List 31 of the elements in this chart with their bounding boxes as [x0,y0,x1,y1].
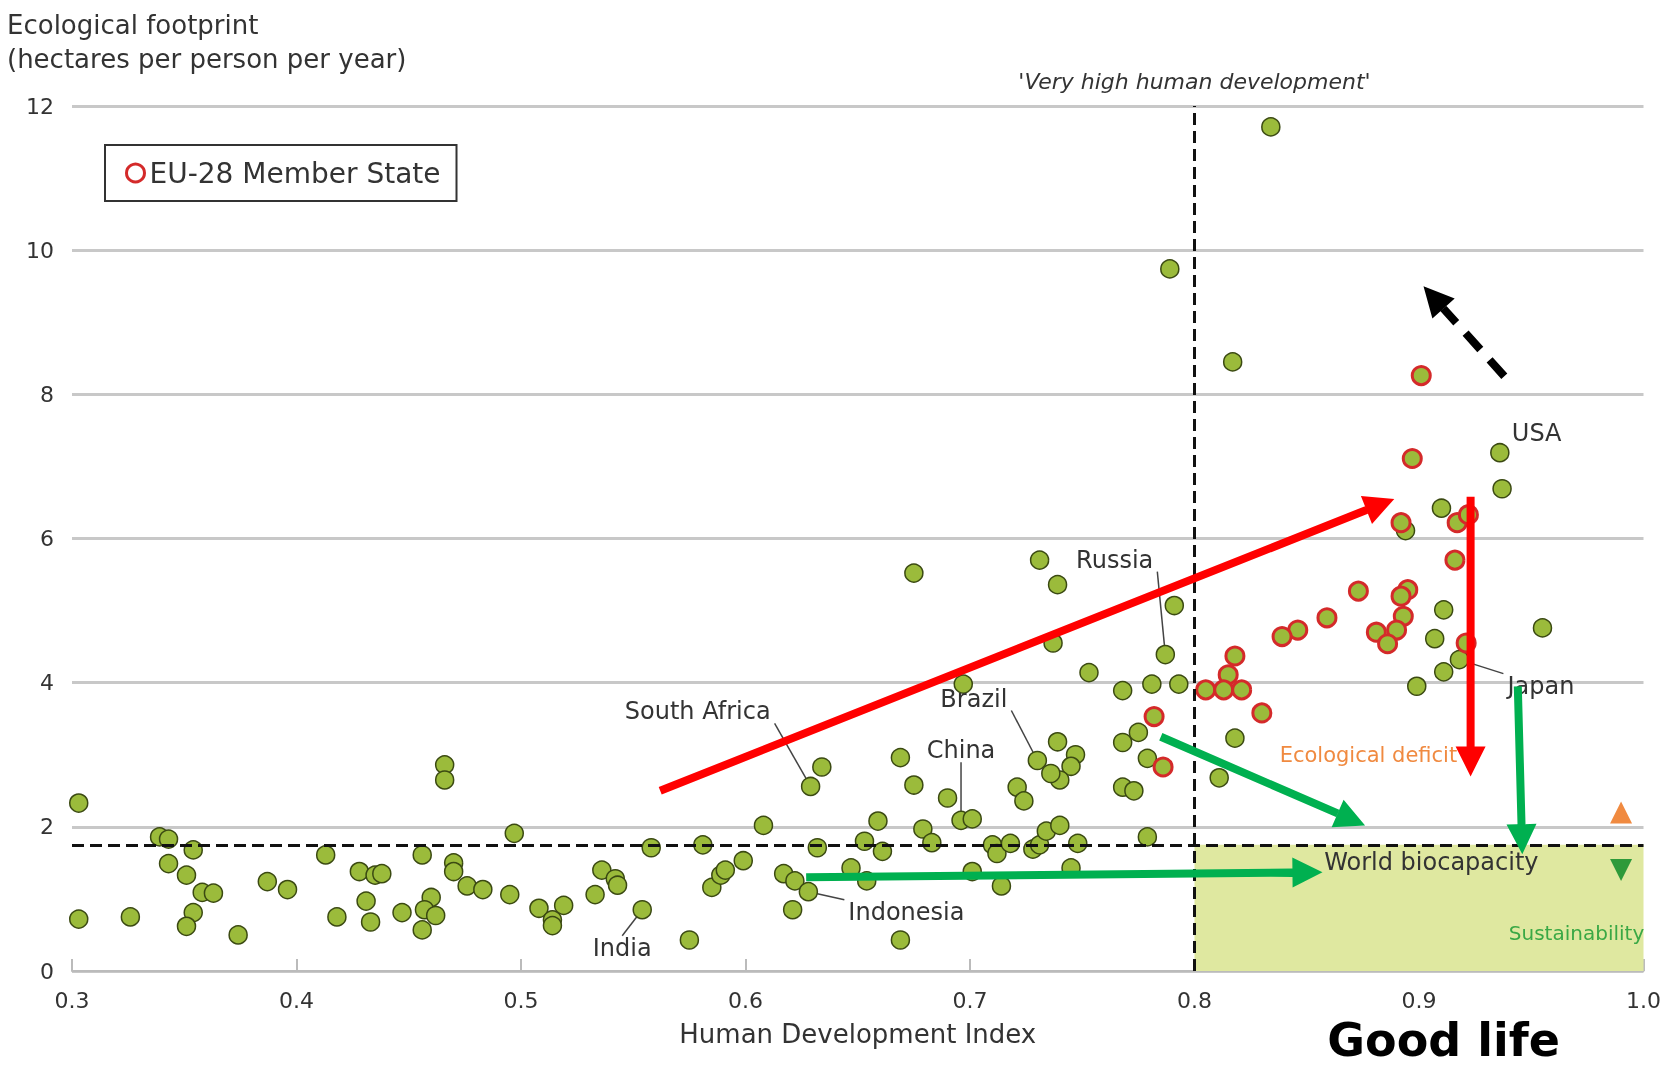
x-tick-label: 0.6 [728,987,763,1013]
y-tick-label: 2 [40,814,54,840]
x-tick-label: 0.3 [54,987,90,1013]
annotation: Russia [1076,545,1154,574]
y-tick-label: 10 [26,237,54,263]
annotation: USA [1511,418,1563,447]
x-tick-label: 0.5 [503,987,539,1013]
x-tick-label: 0.9 [1401,987,1437,1013]
y-tick-label: 0 [40,958,54,984]
text: Good life [1327,1013,1560,1067]
x-tick-label: 0.8 [1177,987,1212,1013]
annotation: Indonesia [848,897,965,926]
x-tick-label: 0.7 [952,987,988,1013]
annotation: India [592,933,652,962]
y-axis-title: Ecological footprint (hectares per person per year) [7,10,407,74]
band-label: Sustainability [1508,921,1645,946]
ref-line-label: World biocapacity [1324,847,1539,876]
annotation: Brazil [940,684,1008,713]
legend-label: EU-28 Member State [149,156,441,190]
annotation: South Africa [624,697,771,726]
y-tick-label: 8 [40,381,54,407]
annotation: China [926,736,996,765]
y-tick-label: 6 [40,526,54,551]
annotation: Japan [1505,671,1575,700]
y-tick-label: 4 [40,670,54,696]
x-tick-label: 0.4 [279,987,314,1013]
annotation: Ecological deficit [1279,742,1458,767]
ref-line-label: 'Very high human development' [1018,68,1371,94]
x-axis-title: Human Development Index [679,1019,1037,1049]
x-tick-label: 1.0 [1626,987,1662,1013]
y-tick-label: 12 [26,93,54,119]
